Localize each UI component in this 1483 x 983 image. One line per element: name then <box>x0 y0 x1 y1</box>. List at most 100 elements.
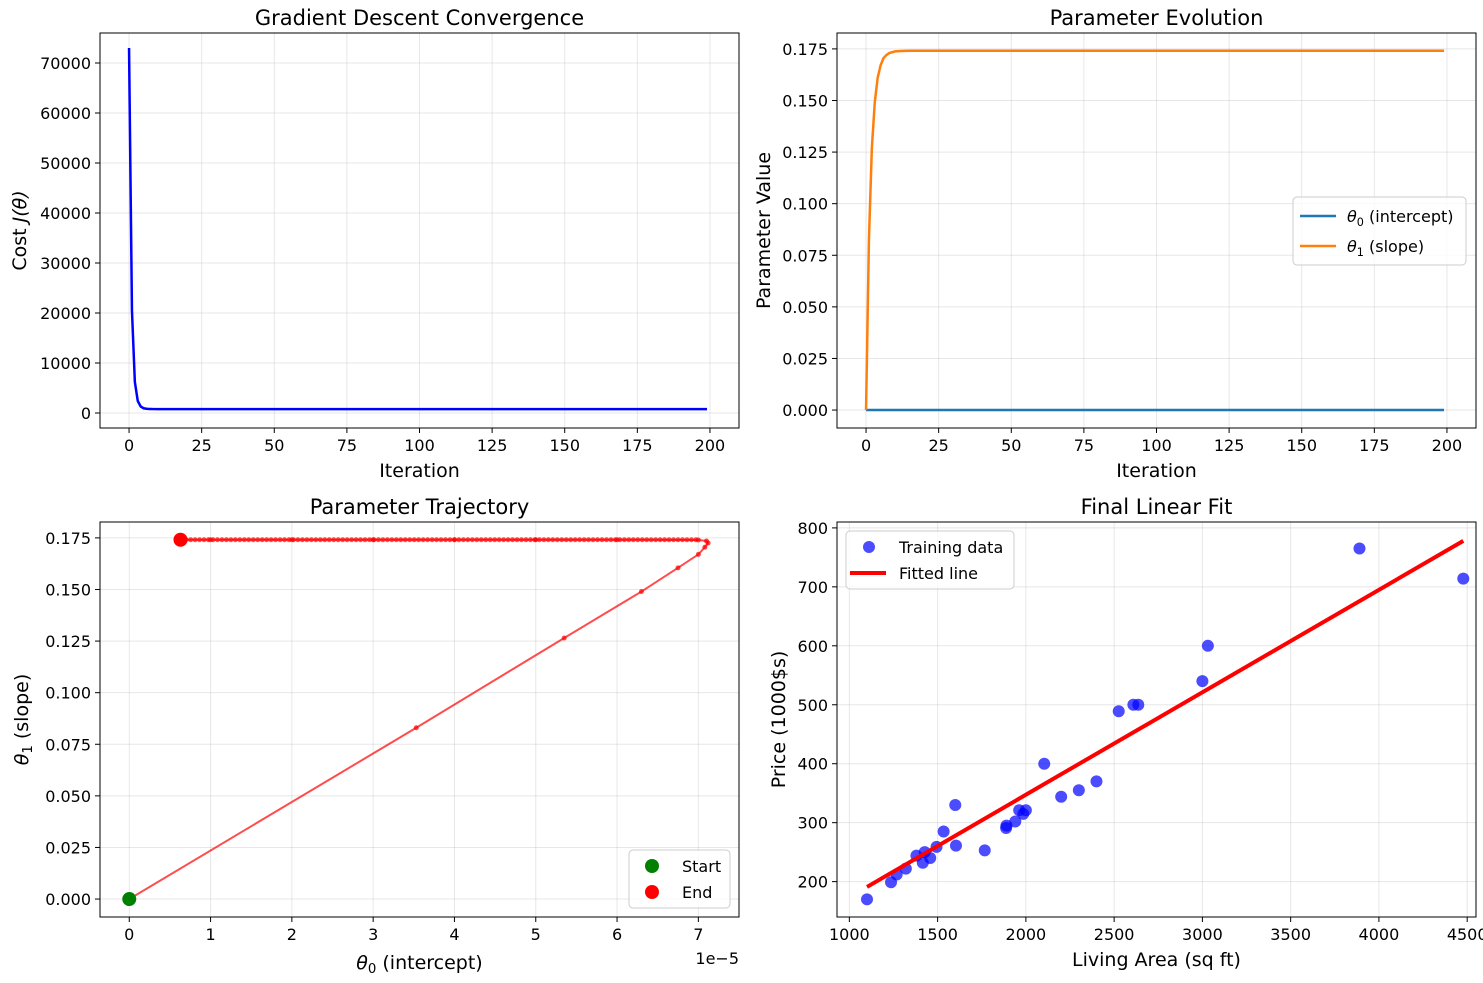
training-point <box>1019 804 1032 817</box>
trajectory-point <box>572 537 578 543</box>
trajectory-point <box>290 537 296 543</box>
x-tick-label: 0 <box>861 436 871 455</box>
trajectory-point <box>237 537 243 543</box>
trajectory-point <box>425 537 431 543</box>
trajectory-point <box>451 537 457 543</box>
plot-area <box>127 47 708 411</box>
trajectory-point <box>438 537 444 543</box>
legend-entry-fitted: Fitted line <box>899 564 978 583</box>
chart-params: Parameter Evolution 0 25 50 75 100 125 150 175 20… <box>753 6 1477 482</box>
end-marker <box>173 532 188 547</box>
x-tick-label: 1 <box>205 925 215 944</box>
trajectory-point <box>434 537 440 543</box>
trajectory-point <box>206 537 212 543</box>
trajectory-point <box>411 537 417 543</box>
x-tick-label: 7 <box>693 925 703 944</box>
x-tick-label: 2000 <box>1006 925 1047 944</box>
series-line-theta1 <box>864 49 1445 411</box>
training-point <box>1353 542 1366 555</box>
trajectory-point <box>413 725 419 731</box>
trajectory-point <box>349 537 355 543</box>
x-tick-label: 4 <box>449 925 459 944</box>
y-tick-label: 0.175 <box>45 529 91 548</box>
trajectory-point <box>389 537 395 543</box>
x-tick-label: 175 <box>622 436 653 455</box>
trajectory-point <box>407 537 413 543</box>
legend-box <box>845 530 1015 590</box>
x-tick-label: 150 <box>549 436 580 455</box>
axes-frame <box>99 521 740 918</box>
trajectory-point <box>559 537 565 543</box>
legend-entry-start: Start <box>682 857 721 876</box>
y-tick-label: 200 <box>797 873 828 892</box>
trajectory-point <box>563 537 569 543</box>
trajectory-point <box>561 635 567 641</box>
trajectory-point <box>304 537 310 543</box>
legend: Start End <box>628 849 731 909</box>
trajectory-point <box>514 537 520 543</box>
y-tick-label: 0.175 <box>782 40 828 59</box>
y-tick-label: 500 <box>797 696 828 715</box>
trajectory-point <box>693 537 699 543</box>
trajectory-point <box>688 537 694 543</box>
x-axis-label: Living Area (sq ft) <box>1072 949 1241 971</box>
chart-fit: Final Linear Fit 1000 1500 2000 2500 3000 3500… <box>768 495 1483 971</box>
x-tick-label: 1000 <box>829 925 870 944</box>
legend-entry: θ1 (slope) <box>1347 237 1424 259</box>
trajectory-point <box>232 537 238 543</box>
trajectory-point <box>638 589 644 595</box>
x-tick-label: 4500 <box>1447 925 1483 944</box>
trajectory-point <box>340 537 346 543</box>
y-tick-label: 0.050 <box>782 298 828 317</box>
y-tick-label: 300 <box>797 814 828 833</box>
y-axis-label: θ1 (slope) <box>11 674 36 766</box>
trajectory-point <box>384 537 390 543</box>
trajectory-point <box>653 537 659 543</box>
trajectory-point <box>197 537 203 543</box>
chart-title: Gradient Descent Convergence <box>255 6 584 30</box>
x-tick-label: 3 <box>368 925 378 944</box>
training-point <box>924 852 937 865</box>
training-point <box>1201 639 1214 652</box>
trajectory-point <box>268 537 274 543</box>
trajectory-point <box>460 537 466 543</box>
y-tick-label: 70000 <box>40 54 91 73</box>
chart-trajectory: Parameter Trajectory 0 1 2 3 4 5 6 7 0.000 0.025 0.… <box>11 495 740 977</box>
y-tick-label: 60000 <box>40 104 91 123</box>
trajectory-point <box>331 537 337 543</box>
trajectory-point <box>644 537 650 543</box>
trajectory-line <box>128 538 710 900</box>
trajectory-point <box>313 537 319 543</box>
trajectory-point <box>554 537 560 543</box>
trajectory-point <box>344 537 350 543</box>
trajectory-point <box>362 537 368 543</box>
chart-title: Parameter Trajectory <box>310 495 530 519</box>
trajectory-point <box>210 537 216 543</box>
trajectory-point <box>599 537 605 543</box>
trajectory-point <box>545 537 551 543</box>
y-tick-label: 10000 <box>40 354 91 373</box>
trajectory-point <box>192 537 198 543</box>
trajectory-point <box>695 551 701 557</box>
y-tick-label: 0.075 <box>45 735 91 754</box>
trajectory-point <box>402 537 408 543</box>
trajectory-point <box>702 544 708 550</box>
trajectory-point <box>223 537 229 543</box>
training-point <box>1112 705 1125 718</box>
trajectory-point <box>273 537 279 543</box>
trajectory-point <box>675 537 681 543</box>
trajectory-point <box>635 537 641 543</box>
trajectory-point <box>621 537 627 543</box>
trajectory-point <box>416 537 422 543</box>
legend-swatch-scatter <box>863 541 875 553</box>
x-tick-label: 200 <box>695 436 726 455</box>
trajectory-point <box>299 537 305 543</box>
x-tick-label: 0 <box>124 436 134 455</box>
y-tick-label: 600 <box>797 637 828 656</box>
y-tick-label: 0.125 <box>45 632 91 651</box>
chart-title: Final Linear Fit <box>1081 495 1233 519</box>
axes-frame <box>836 521 1477 918</box>
trajectory-point <box>536 537 542 543</box>
trajectory-point <box>519 537 525 543</box>
trajectory-point <box>501 537 507 543</box>
